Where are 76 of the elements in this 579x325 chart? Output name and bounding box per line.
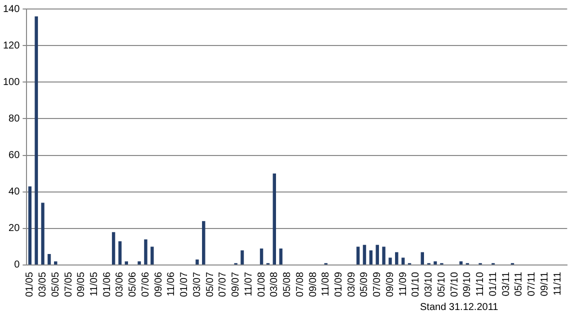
x-tick-label: 09/10 [462, 272, 474, 298]
x-tick-label: 11/06 [166, 272, 178, 296]
x-tick-label: 09/06 [153, 272, 164, 298]
x-tick-label: 07/05 [63, 272, 74, 298]
bar [395, 252, 398, 264]
y-tick-label: 20 [8, 223, 20, 234]
bar [382, 246, 386, 264]
x-tick-label: 05/05 [50, 272, 62, 298]
x-tick-label: 11/08 [320, 272, 332, 296]
x-tick-label: 03/08 [269, 272, 280, 298]
x-tick-label: 07/09 [372, 272, 384, 298]
bar [150, 246, 154, 264]
text: Stand 31.12.2011 [420, 302, 498, 313]
x-tick-label: 03/07 [192, 272, 203, 298]
bar [144, 239, 148, 264]
x-tick-label: 03/11 [500, 272, 512, 296]
x-tick-label: 01/07 [179, 272, 190, 298]
bar [41, 202, 44, 264]
y-tick-label: 0 [14, 260, 20, 271]
x-tick-label: 09/08 [308, 272, 319, 298]
x-tick-label: 09/09 [384, 272, 396, 298]
x-tick-label: 01/08 [256, 272, 268, 298]
x-tick-label: 11/07 [243, 272, 254, 296]
x-tick-label: 09/07 [230, 272, 242, 298]
y-tick-label: 40 [8, 186, 20, 198]
bar [388, 258, 392, 264]
x-tick-label: 05/07 [204, 272, 216, 298]
x-tick-label: 05/11 [514, 272, 525, 296]
x-tick-label: 09/11 [539, 272, 550, 296]
y-tick-label: 100 [2, 76, 20, 88]
bar [279, 248, 282, 264]
bar [196, 259, 199, 264]
x-tick-label: 03/06 [114, 272, 126, 298]
y-tick-label: 60 [8, 150, 20, 162]
x-tick-label: 01/05 [24, 272, 36, 298]
bar [240, 250, 244, 264]
x-tick-label: 05/09 [359, 272, 370, 298]
y-tick-label: 120 [2, 40, 20, 52]
x-tick-label: 11/05 [88, 272, 100, 296]
x-tick-label: 07/10 [449, 272, 460, 298]
bar [272, 174, 276, 264]
x-tick-label: 03/10 [424, 272, 435, 298]
x-tick-label: 11/11 [552, 272, 564, 296]
x-tick-label: 09/05 [76, 272, 88, 298]
x-tick-label: 03/09 [346, 272, 358, 298]
bar [118, 241, 122, 264]
x-tick-label: 01/09 [334, 272, 344, 298]
bar [138, 261, 141, 264]
bar [362, 244, 366, 264]
x-tick-label: 01/10 [410, 272, 422, 298]
bar [34, 16, 38, 264]
x-tick-label: 01/11 [488, 272, 499, 296]
x-tick-label: 11/09 [398, 272, 409, 296]
x-tick-label: 05/10 [436, 272, 448, 298]
bar [28, 186, 32, 264]
x-tick-label: 05/08 [282, 272, 294, 298]
y-tick-label: 140 [2, 4, 20, 15]
bar [356, 246, 360, 264]
x-tick-label: 07/06 [140, 272, 152, 298]
bar [202, 221, 206, 264]
bar [420, 252, 424, 264]
bar [260, 248, 264, 264]
bar [48, 254, 51, 264]
bar [112, 232, 116, 264]
x-tick-label: 11/10 [475, 272, 486, 296]
x-tick-label: 07/11 [526, 272, 538, 296]
x-tick-label: 07/07 [218, 272, 229, 298]
bar [369, 250, 373, 264]
x-tick-label: 05/06 [128, 272, 139, 298]
bar [434, 261, 437, 264]
x-tick-label: 07/08 [294, 272, 306, 298]
x-tick-label: 03/05 [38, 272, 49, 298]
bar [376, 244, 379, 264]
x-tick-label: 01/06 [102, 272, 113, 298]
bar [401, 258, 405, 264]
y-tick-label: 80 [8, 113, 20, 124]
